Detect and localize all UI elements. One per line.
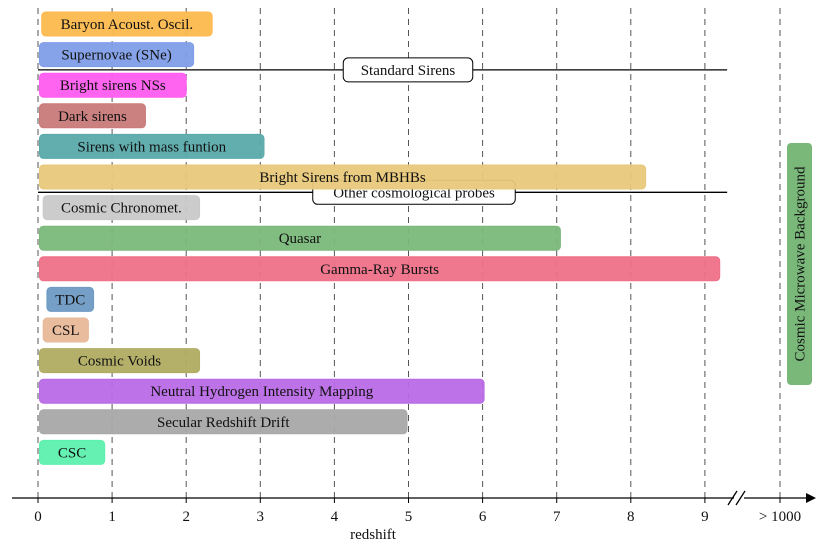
x-tick-label-break: > 1000 xyxy=(759,509,801,525)
bar-label-2: Bright sirens NSs xyxy=(60,78,166,94)
bar-13 xyxy=(38,409,408,435)
bar-0 xyxy=(41,11,213,37)
bar-label-3: Dark sirens xyxy=(58,109,127,125)
section-label-box-0 xyxy=(342,57,474,83)
bar-6 xyxy=(42,195,201,221)
bar-label-13: Secular Redshift Drift xyxy=(157,415,290,431)
x-tick-label-9: 9 xyxy=(701,509,709,525)
bar-label-8: Gamma-Ray Bursts xyxy=(320,262,439,278)
axis-break-mark-1 xyxy=(727,490,738,506)
bar-7 xyxy=(38,225,561,251)
x-axis-label: redshift xyxy=(350,527,397,543)
cmb-bar xyxy=(787,143,812,385)
cmb-bar-group: Cosmic Microwave Background xyxy=(787,143,812,385)
x-axis: 0 1 2 3 4 5 6 7 8 9 > 1000 redshift xyxy=(12,490,816,543)
bar-12 xyxy=(38,378,485,404)
bar-label-11: Cosmic Voids xyxy=(78,354,161,370)
bar-14 xyxy=(38,439,106,465)
x-axis-arrow xyxy=(806,493,816,503)
bar-label-6: Cosmic Chronomet. xyxy=(61,201,182,217)
bar-label-9: TDC xyxy=(55,292,85,308)
bar-label-5: Bright Sirens from MBHBs xyxy=(259,170,425,186)
x-tick-label-7: 7 xyxy=(553,509,561,525)
x-tick-label-8: 8 xyxy=(627,509,635,525)
bar-1 xyxy=(38,42,195,68)
axis-break-mark-2 xyxy=(735,490,746,506)
bar-label-1: Supernovae (SNe) xyxy=(61,48,171,64)
bar-label-7: Quasar xyxy=(279,231,321,247)
bar-label-4: Sirens with mass funtion xyxy=(77,139,226,155)
bar-4 xyxy=(38,133,265,159)
bar-11 xyxy=(38,348,201,374)
x-tick-label-2: 2 xyxy=(182,509,190,525)
bar-10 xyxy=(42,317,89,343)
cmb-label: Cosmic Microwave Background xyxy=(793,166,809,361)
bar-label-10: CSL xyxy=(52,323,80,339)
x-tick-label-4: 4 xyxy=(331,509,339,525)
bar-9 xyxy=(46,286,95,312)
bar-5 xyxy=(38,164,647,190)
bar-label-0: Baryon Acoust. Oscil. xyxy=(61,17,194,33)
x-tick-label-0: 0 xyxy=(34,509,42,525)
x-tick-label-1: 1 xyxy=(108,509,116,525)
section-label-0: Standard Sirens xyxy=(361,63,456,79)
x-tick-label-6: 6 xyxy=(479,509,487,525)
bar-3 xyxy=(38,103,146,129)
bars: Baryon Acoust. Oscil. Supernovae (SNe) Bri… xyxy=(38,11,721,465)
bar-label-14: CSC xyxy=(58,445,86,461)
x-tick-label-5: 5 xyxy=(405,509,413,525)
bar-8 xyxy=(38,256,721,282)
bar-label-12: Neutral Hydrogen Intensity Mapping xyxy=(150,384,373,400)
x-tick-label-3: 3 xyxy=(257,509,265,525)
bar-2 xyxy=(38,72,187,98)
